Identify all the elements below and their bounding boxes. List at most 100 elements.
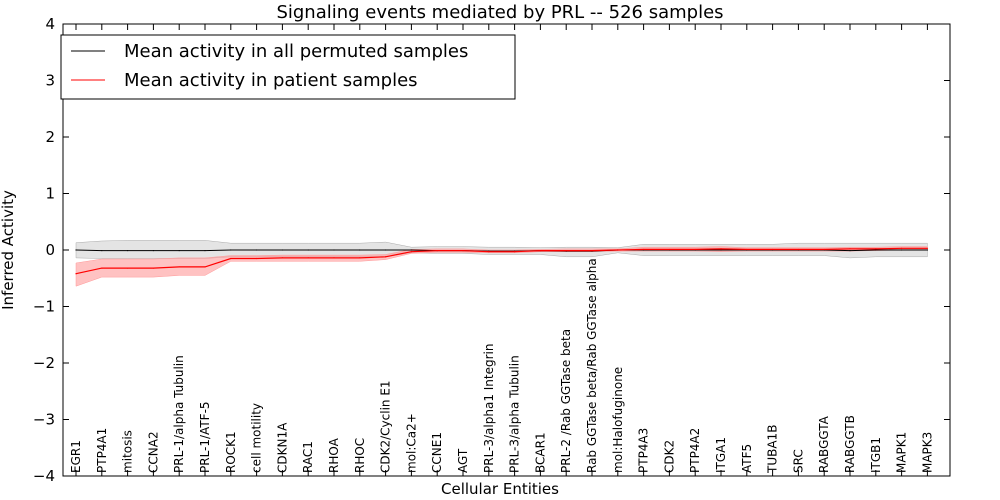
data-point: [410, 249, 412, 251]
data-point: [101, 267, 103, 269]
data-point: [75, 273, 77, 275]
y-tick-label: 0: [45, 241, 55, 259]
x-category-label: mol:Ca2+: [404, 413, 418, 473]
data-point: [359, 257, 361, 259]
x-category-label: CCNA2: [146, 431, 160, 473]
legend-box: [60, 34, 516, 100]
data-point: [385, 256, 387, 258]
x-category-label: cell motility: [250, 403, 264, 473]
y-tick-label: 2: [45, 128, 55, 146]
x-category-label: ATF5: [740, 444, 754, 473]
data-point: [256, 257, 258, 260]
data-point: [178, 249, 180, 252]
data-point: [539, 249, 542, 252]
x-category-label: TUBA1B: [766, 425, 780, 474]
data-point: [256, 249, 258, 251]
x-category-label: MAPK3: [920, 432, 934, 473]
y-axis: −4 −3 −2 −1 0 1 2 3 4: [33, 15, 950, 485]
x-category-label: PTP4A3: [637, 428, 651, 473]
data-point: [488, 251, 490, 253]
data-point: [694, 248, 696, 251]
data-point: [281, 249, 283, 251]
data-point: [849, 249, 851, 252]
x-category-label: PRL-1/ATF-5: [198, 401, 212, 473]
data-point: [333, 249, 335, 251]
chart-title: Signaling events mediated by PRL -- 526 …: [276, 2, 723, 23]
data-point: [127, 249, 129, 252]
data-point: [901, 247, 903, 249]
data-point: [75, 249, 77, 251]
x-category-label: PRL-3/alpha1 Integrin: [482, 344, 496, 474]
data-point: [462, 249, 464, 252]
y-tick-label: −4: [33, 467, 55, 485]
data-point: [307, 257, 309, 259]
x-category-label: RABGGTB: [843, 415, 857, 473]
y-tick-label: 3: [45, 72, 55, 90]
y-tick-label: −1: [33, 298, 55, 316]
data-point: [230, 249, 232, 251]
y-tick-label: −2: [33, 354, 55, 372]
y-tick-label: −3: [33, 411, 55, 429]
x-category-label: ROCK1: [224, 431, 238, 473]
x-category-label: mol:Halofuginone: [611, 367, 625, 473]
y-tick-label: 1: [45, 185, 55, 203]
x-category-label: SRC: [791, 449, 805, 473]
data-point: [875, 248, 877, 250]
legend: Mean activity in all permuted samples Me…: [60, 34, 516, 100]
x-category-label: ITGB1: [869, 437, 883, 473]
data-point: [127, 267, 129, 269]
data-point: [926, 247, 929, 249]
x-category-label: RHOC: [353, 438, 367, 473]
data-point: [591, 249, 593, 252]
data-point: [152, 249, 154, 252]
x-category-label: Rab GGTase beta/Rab GGTase alpha: [585, 258, 599, 473]
x-category-label: RHOA: [327, 437, 341, 473]
legend-label-patient: Mean activity in patient samples: [124, 70, 418, 91]
data-point: [720, 249, 722, 251]
y-tick-label: 4: [45, 15, 55, 33]
data-point: [823, 248, 825, 251]
x-category-label: PTP4A2: [688, 428, 702, 473]
data-point: [152, 267, 154, 269]
data-point: [436, 249, 438, 252]
data-point: [720, 248, 722, 250]
data-point: [204, 249, 206, 252]
data-point: [410, 251, 412, 253]
data-point: [926, 249, 929, 251]
x-category-label: PTP4A1: [95, 428, 109, 473]
y-axis-title: Inferred Activity: [0, 190, 17, 310]
data-point: [565, 249, 567, 252]
data-point: [901, 249, 903, 251]
data-point: [875, 249, 877, 251]
data-point: [797, 248, 800, 251]
data-point: [772, 248, 774, 251]
x-category-label: CDKN1A: [275, 422, 289, 473]
x-category-label: RAC1: [301, 441, 315, 473]
data-point: [230, 257, 232, 260]
x-category-label: BCAR1: [533, 432, 547, 473]
x-category-label: PRL-1/alpha Tubulin: [172, 355, 186, 473]
x-axis-title: Cellular Entities: [441, 480, 559, 498]
confidence-bands: [75, 240, 928, 287]
x-category-label: MAPK1: [895, 432, 909, 473]
data-point: [101, 249, 103, 252]
x-category-label: EGR1: [69, 440, 83, 473]
data-point: [307, 249, 309, 251]
data-point: [333, 257, 335, 259]
x-category-label: PRL-3/alpha Tubulin: [508, 355, 522, 473]
data-point: [178, 266, 180, 268]
x-axis: EGR1 PTP4A1 mitosis CCNA2 PRL-1/alpha Tubuli…: [69, 24, 934, 476]
x-category-label: CCNE1: [430, 432, 444, 473]
data-point: [643, 248, 645, 251]
series-lines: [75, 247, 929, 275]
data-point: [385, 249, 387, 251]
legend-label-permuted: Mean activity in all permuted samples: [124, 41, 468, 62]
data-point: [204, 266, 206, 268]
x-category-label: mitosis: [121, 430, 135, 473]
x-category-label: ITGA1: [714, 437, 728, 473]
data-point: [746, 248, 748, 251]
data-point: [514, 251, 516, 253]
x-category-label: PRL-2 /Rab GGTase beta: [559, 329, 573, 473]
data-point: [668, 248, 671, 251]
